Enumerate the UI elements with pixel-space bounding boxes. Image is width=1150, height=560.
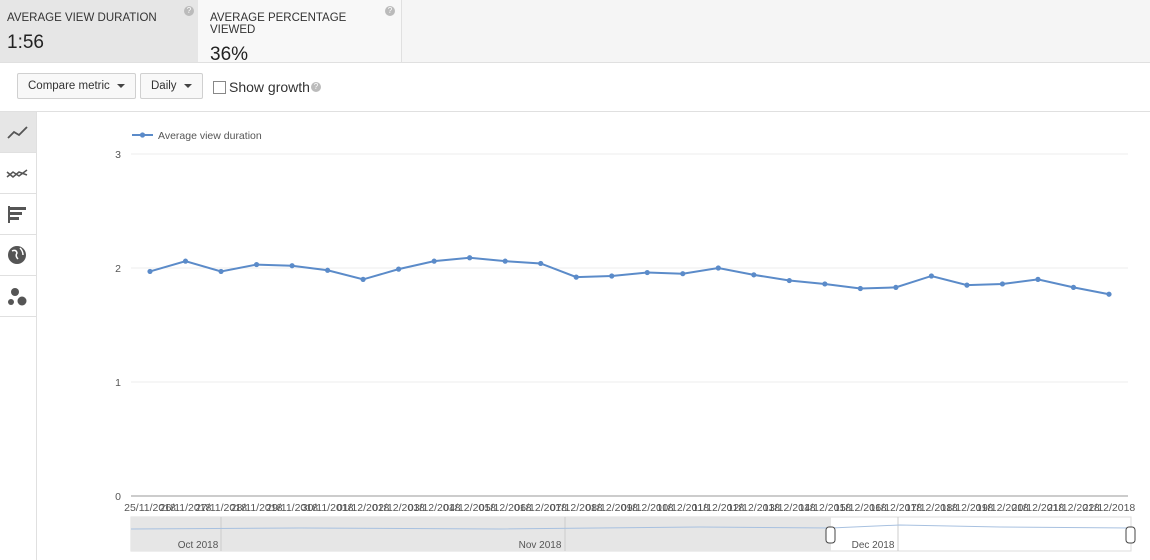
- navigator-line: [130, 524, 1132, 530]
- data-point: [324, 267, 331, 273]
- x-tick-label: 12/12/2018: [728, 502, 781, 514]
- data-point: [538, 260, 544, 267]
- growth-label: Show growth: [229, 79, 310, 95]
- x-tick-label: 02/12/2018: [372, 502, 425, 514]
- metric-bar: AVERAGE VIEW DURATION 1:56 ? AVERAGE PER…: [0, 0, 1150, 65]
- data-point: [893, 284, 899, 290]
- data-point: [715, 265, 721, 271]
- data-point: [431, 258, 437, 264]
- navigator-handle[interactable]: [1125, 526, 1136, 544]
- bar-chart-icon[interactable]: [0, 194, 36, 235]
- legend-label: Average view duration: [158, 130, 262, 142]
- data-point: [751, 272, 757, 278]
- navigator-handle[interactable]: [825, 526, 836, 544]
- x-tick-label: 04/12/2018: [443, 502, 496, 514]
- x-tick-label: 30/11/2018: [302, 502, 354, 514]
- x-tick-label: 16/12/2018: [870, 502, 923, 514]
- navigator-shade: [131, 517, 831, 551]
- x-tick-label: 15/12/2018: [834, 502, 887, 514]
- x-tick-label: 27/11/2018: [195, 502, 247, 514]
- x-tick-label: 01/12/2018: [337, 502, 390, 514]
- data-point: [1035, 276, 1041, 282]
- data-point: [502, 258, 508, 264]
- navigator: [130, 516, 1132, 552]
- x-tick-label: 09/12/2018: [621, 502, 674, 514]
- data-point: [644, 269, 650, 276]
- toolbar: Compare metric Daily: [0, 63, 1150, 112]
- map-icon[interactable]: [0, 235, 36, 276]
- data-point: [609, 273, 615, 279]
- navigator-label: Nov 2018: [519, 540, 562, 551]
- data-point: [218, 268, 224, 275]
- data-point: [253, 261, 260, 268]
- legend-marker: [139, 132, 146, 138]
- data-point: [822, 281, 828, 287]
- x-tick-label: 14/12/2018: [799, 502, 852, 514]
- metric-label: AVERAGE PERCENTAGE VIEWED: [210, 12, 347, 36]
- data-point: [1106, 291, 1112, 297]
- x-tick-label: 22/12/2018: [1083, 502, 1136, 514]
- x-tick-label: 21/12/2018: [1047, 502, 1100, 514]
- data-point: [396, 266, 402, 272]
- data-point: [928, 273, 935, 279]
- navigator-label: Dec 2018: [852, 540, 895, 551]
- button-label: Compare metric: [28, 80, 110, 92]
- data-point: [1070, 284, 1077, 290]
- x-tick-label: 28/11/2018: [231, 502, 283, 514]
- compare-chart-icon[interactable]: [0, 153, 36, 194]
- y-tick-label: 2: [115, 263, 121, 275]
- bubble-icon[interactable]: [0, 276, 36, 317]
- metric-value: 36%: [210, 44, 249, 65]
- help-icon[interactable]: ?: [311, 82, 321, 92]
- x-tick-label: 18/12/2018: [941, 502, 994, 514]
- x-tick-label: 03/12/2018: [408, 502, 461, 514]
- data-point: [999, 281, 1006, 287]
- help-icon[interactable]: ?: [184, 6, 194, 16]
- data-point: [857, 285, 863, 292]
- x-tick-label: 08/12/2018: [585, 502, 638, 514]
- metric-label: AVERAGE VIEW DURATION: [7, 12, 157, 24]
- data-point: [182, 258, 189, 264]
- x-tick-label: 20/12/2018: [1012, 502, 1065, 514]
- data-point: [680, 271, 686, 277]
- growth-checkbox[interactable]: [213, 81, 226, 94]
- x-tick-label: 11/12/2018: [692, 502, 744, 514]
- x-tick-label: 07/12/2018: [550, 502, 603, 514]
- x-tick-label: 06/12/2018: [514, 502, 567, 514]
- line-chart-icon[interactable]: [0, 112, 36, 153]
- metric-tab[interactable]: AVERAGE VIEW DURATION 1:56 ?: [0, 0, 198, 62]
- data-point: [360, 276, 366, 282]
- x-tick-label: 19/12/2018: [976, 502, 1029, 514]
- x-tick-label: 26/11/2018: [160, 502, 212, 514]
- help-icon[interactable]: ?: [385, 6, 395, 16]
- x-tick-label: 05/12/2018: [479, 502, 532, 514]
- x-tick-label: 13/12/2018: [763, 502, 816, 514]
- data-point: [964, 282, 970, 288]
- navigator-label: Oct 2018: [178, 540, 219, 551]
- button-label: Daily: [151, 80, 177, 92]
- x-tick-label: 25/11/2018: [124, 502, 176, 514]
- series-line: [149, 256, 1110, 296]
- y-tick-label: 3: [115, 149, 121, 161]
- y-tick-label: 0: [115, 491, 121, 503]
- chart-type-sidebar: [0, 112, 37, 560]
- data-point: [147, 268, 153, 275]
- x-tick-label: 10/12/2018: [656, 502, 709, 514]
- data-point: [786, 277, 792, 284]
- period-button[interactable]: Daily: [140, 73, 203, 99]
- compare-button[interactable]: Compare metric: [17, 73, 136, 99]
- data-point: [573, 274, 579, 280]
- data-point: [289, 263, 295, 269]
- data-point: [467, 255, 473, 261]
- x-tick-label: 17/12/2018: [905, 502, 958, 514]
- metric-value: 1:56: [7, 32, 44, 53]
- x-tick-label: 29/11/2018: [266, 502, 318, 514]
- y-tick-label: 1: [115, 377, 121, 389]
- metric-tab[interactable]: AVERAGE PERCENTAGE VIEWED 36% ?: [198, 0, 402, 65]
